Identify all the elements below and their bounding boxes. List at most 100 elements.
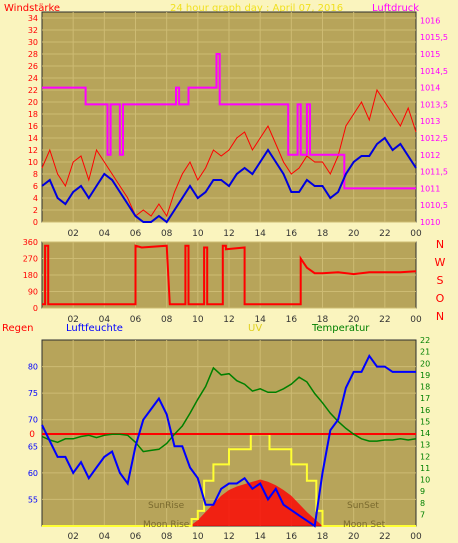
pressure-y-tick: 1012,5: [420, 134, 448, 143]
wind-x-tick: 10: [192, 229, 204, 239]
wind-y-tick: 32: [28, 26, 38, 35]
wind-gust-line: [41, 88, 417, 218]
rain-label: Regen: [2, 323, 34, 334]
sunrise-label: SunRise: [148, 501, 185, 511]
direction-y-tick: 90: [28, 288, 38, 297]
direction-y-tick: 360: [23, 238, 38, 247]
uv-line: [42, 433, 416, 527]
climate-x-tick: 16: [286, 532, 298, 542]
wind-x-tick: 14: [254, 229, 266, 239]
chart-title: 24 hour graph day : April 07, 2016: [170, 3, 343, 14]
climate-x-tick: 20: [348, 532, 360, 542]
pressure-y-ticks: 1010 1010,5 1011 1011,5 1012 1012,5 1013 1013,5…: [420, 16, 448, 227]
climate-x-tick: 18: [317, 532, 329, 542]
wind-pressure-panel: Windstärke 24 hour graph day : April 07,…: [4, 3, 448, 239]
wind-x-tick: 00: [410, 229, 422, 239]
pressure-y-tick: 1016: [420, 16, 440, 25]
direction-x-tick: 06: [130, 315, 142, 325]
temperature-y-tick: 13: [420, 441, 430, 450]
temperature-y-tick: 11: [420, 464, 430, 473]
temperature-y-tick: 22: [420, 336, 430, 345]
wind-y-tick: 12: [28, 146, 38, 155]
moonrise-label: Moon Rise: [143, 520, 190, 530]
direction-x-tick: 16: [286, 315, 298, 325]
direction-x-tick: 00: [410, 315, 422, 325]
wind-y-tick: 10: [28, 158, 38, 167]
pressure-y-tick: 1014,5: [420, 67, 448, 76]
uv-label: UV: [248, 323, 262, 334]
humidity-y-tick: 70: [28, 416, 38, 425]
climate-x-tick: 08: [161, 532, 173, 542]
humidity-y-ticks: 55 60 65 70 75 80: [28, 363, 38, 505]
humidity-y-tick: 55: [28, 495, 38, 504]
climate-x-tick: 10: [192, 532, 204, 542]
direction-x-tick: 08: [161, 315, 173, 325]
temperature-y-tick: 7: [420, 510, 425, 519]
direction-y-ticks: 0 90 180 270 360: [23, 238, 38, 313]
temperature-y-ticks: 7 8 9 10 11 12 13 14 15 16 17 18 19 20 21 22: [420, 336, 430, 519]
wind-y-tick: 16: [28, 122, 38, 131]
humidity-y-tick: 80: [28, 363, 38, 372]
wind-x-tick: 02: [67, 229, 78, 239]
climate-x-tick: 12: [223, 532, 234, 542]
direction-grid: [42, 241, 416, 309]
solar-area: [190, 479, 323, 526]
pressure-y-tick: 1011,5: [420, 168, 448, 177]
temperature-line: [41, 366, 417, 453]
direction-x-tick: 22: [379, 315, 390, 325]
climate-x-tick: 06: [130, 532, 142, 542]
pressure-y-tick: 1011: [420, 184, 440, 193]
direction-x-ticks: 02 04 06 08 10 12 14 16 18 20 22 00: [67, 315, 422, 325]
humidity-y-tick: 65: [28, 442, 38, 451]
wind-x-tick: 12: [223, 229, 234, 239]
climate-x-tick: 04: [99, 532, 111, 542]
direction-y-tick: 270: [23, 255, 38, 264]
humidity-line: [41, 353, 416, 528]
wind-x-tick: 20: [348, 229, 360, 239]
wind-x-tick: 16: [286, 229, 298, 239]
pressure-y-tick: 1015: [420, 50, 440, 59]
climate-x-tick: 14: [254, 532, 266, 542]
wind-x-tick: 04: [99, 229, 111, 239]
humidity-label: Luftfeuchte: [66, 323, 123, 334]
direction-x-tick: 12: [223, 315, 234, 325]
wind-y-tick: 4: [33, 194, 38, 203]
wind-y-tick: 24: [28, 74, 38, 83]
pressure-y-tick: 1014: [420, 84, 440, 93]
pressure-axis-title: Luftdruck: [372, 3, 419, 14]
pressure-y-tick: 1013,5: [420, 100, 448, 109]
direction-x-tick: 02: [67, 315, 78, 325]
sunset-label: SunSet: [347, 501, 379, 511]
compass-label: N: [436, 238, 444, 251]
wind-y-tick: 20: [28, 98, 38, 107]
direction-y-tick: 0: [33, 304, 38, 313]
wind-y-tick: 30: [28, 38, 38, 47]
wind-y-tick: 6: [33, 182, 38, 191]
wind-direction-line: [42, 244, 417, 306]
temperature-y-tick: 18: [420, 383, 430, 392]
wind-x-tick: 22: [379, 229, 390, 239]
wind-y-tick: 8: [33, 170, 38, 179]
climate-panel: Regen Luftfeuchte UV Temperatur 55606570…: [2, 323, 430, 542]
compass-label: O: [436, 292, 445, 305]
temperature-y-tick: 14: [420, 429, 430, 438]
wind-x-tick: 08: [161, 229, 173, 239]
pressure-line: [42, 53, 416, 190]
wind-y-tick: 18: [28, 110, 38, 119]
wind-average-line: [41, 136, 417, 224]
climate-x-tick: 02: [67, 532, 78, 542]
direction-x-tick: 20: [348, 315, 360, 325]
climate-x-tick: 00: [410, 532, 422, 542]
temperature-y-tick: 17: [420, 394, 430, 403]
temperature-y-tick: 8: [420, 499, 425, 508]
compass-label: S: [437, 274, 444, 287]
wind-x-tick: 06: [130, 229, 142, 239]
direction-x-tick: 18: [317, 315, 329, 325]
climate-x-ticks: 02 04 06 08 10 12 14 16 18 20 22 00: [67, 532, 422, 542]
temperature-y-tick: 20: [420, 359, 430, 368]
temperature-y-tick: 15: [420, 417, 430, 426]
direction-x-tick: 04: [99, 315, 111, 325]
pressure-y-tick: 1012: [420, 151, 440, 160]
